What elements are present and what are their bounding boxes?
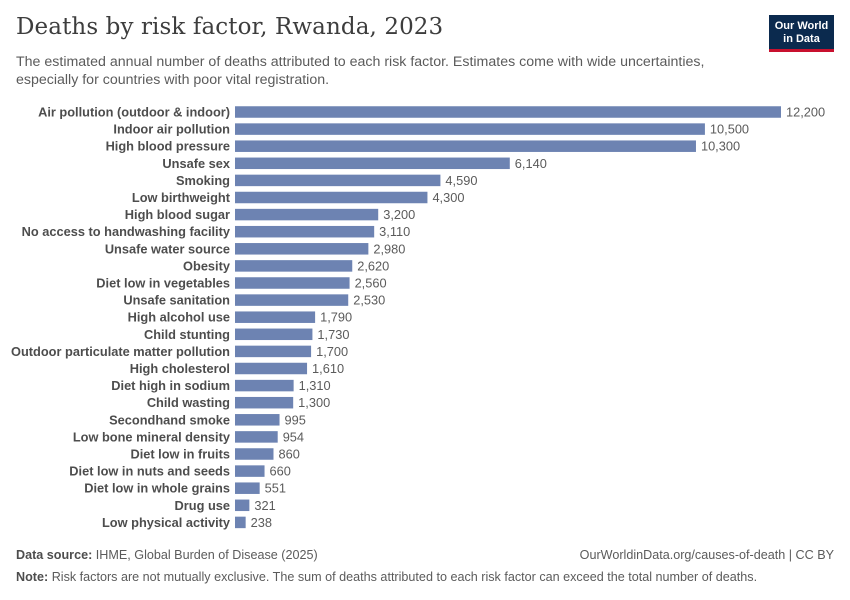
- bar[interactable]: [235, 482, 260, 494]
- value-label: 954: [283, 429, 304, 444]
- value-label: 660: [270, 464, 291, 479]
- logo-line-2: in Data: [783, 32, 820, 45]
- category-label: Low physical activity: [102, 515, 231, 530]
- value-label: 12,200: [786, 105, 825, 120]
- value-label: 1,310: [299, 378, 331, 393]
- bar[interactable]: [235, 243, 369, 255]
- bar[interactable]: [235, 277, 350, 289]
- category-label: Drug use: [175, 498, 230, 513]
- category-label: Air pollution (outdoor & indoor): [38, 105, 230, 120]
- bar[interactable]: [235, 431, 278, 443]
- value-label: 2,980: [373, 241, 405, 256]
- category-label: Low bone mineral density: [73, 429, 231, 444]
- owid-logo[interactable]: Our World in Data: [769, 15, 834, 52]
- category-label: High blood sugar: [125, 207, 230, 222]
- bar[interactable]: [235, 414, 280, 426]
- bar[interactable]: [235, 208, 379, 221]
- value-label: 3,110: [379, 224, 410, 239]
- bar[interactable]: [235, 396, 294, 409]
- chart-subtitle: The estimated annual number of deaths at…: [16, 54, 705, 88]
- bar[interactable]: [235, 465, 265, 477]
- value-label: 238: [251, 515, 272, 530]
- value-label: 551: [265, 481, 286, 496]
- category-label: Diet low in fruits: [130, 447, 230, 462]
- category-label: Unsafe water source: [105, 241, 230, 256]
- value-label: 10,300: [701, 139, 740, 154]
- category-label: Indoor air pollution: [113, 122, 230, 137]
- category-label: Diet low in nuts and seeds: [69, 464, 230, 479]
- value-label: 4,590: [445, 173, 477, 188]
- bar[interactable]: [235, 311, 316, 323]
- bar[interactable]: [235, 191, 428, 204]
- value-label: 995: [285, 412, 306, 427]
- bar[interactable]: [235, 260, 353, 272]
- value-label: 6,140: [515, 156, 547, 171]
- bar[interactable]: [235, 294, 349, 306]
- category-label: Outdoor particulate matter pollution: [11, 344, 230, 359]
- bar[interactable]: [235, 174, 441, 187]
- note-label: Note:: [16, 570, 49, 584]
- category-label: Diet low in whole grains: [84, 481, 230, 496]
- bar[interactable]: [235, 157, 510, 170]
- value-label: 4,300: [432, 190, 464, 205]
- bar[interactable]: [235, 379, 294, 392]
- bar[interactable]: [235, 499, 250, 512]
- source-label: Data source:: [16, 548, 93, 562]
- bar[interactable]: [235, 106, 781, 118]
- note-text: Risk factors are not mutually exclusive.…: [51, 570, 758, 584]
- bar[interactable]: [235, 362, 308, 375]
- bar[interactable]: [235, 225, 375, 238]
- category-label: Diet high in sodium: [111, 378, 230, 393]
- value-label: 2,620: [357, 258, 389, 273]
- value-label: 1,300: [298, 395, 330, 410]
- category-label: Low birthweight: [132, 190, 231, 205]
- value-label: 3,200: [383, 207, 415, 222]
- source-text[interactable]: IHME, Global Burden of Disease (2025): [95, 548, 318, 562]
- category-label: Child stunting: [144, 327, 230, 342]
- category-label: Child wasting: [147, 395, 230, 410]
- category-label: Obesity: [183, 258, 231, 273]
- category-label: High blood pressure: [106, 139, 230, 154]
- source-url[interactable]: OurWorldinData.org/causes-of-death | CC …: [579, 548, 834, 562]
- category-label: Unsafe sanitation: [123, 293, 230, 308]
- category-label: No access to handwashing facility: [22, 224, 231, 239]
- bar[interactable]: [235, 328, 313, 341]
- category-label: Diet low in vegetables: [96, 276, 230, 291]
- bars-group: Air pollution (outdoor & indoor) 12,200 In…: [11, 105, 825, 530]
- chart-title: Deaths by risk factor, Rwanda, 2023: [16, 14, 444, 40]
- value-label: 1,700: [316, 344, 348, 359]
- category-label: Smoking: [176, 173, 230, 188]
- bar[interactable]: [235, 516, 246, 529]
- bar[interactable]: [235, 448, 274, 460]
- bar[interactable]: [235, 345, 312, 358]
- value-label: 860: [278, 447, 299, 462]
- logo-line-1: Our World: [774, 20, 829, 32]
- data-source: Data source: IHME, Global Burden of Dise…: [16, 548, 318, 562]
- category-label: High alcohol use: [128, 310, 230, 325]
- category-label: Secondhand smoke: [109, 412, 230, 427]
- value-label: 1,610: [312, 361, 344, 376]
- category-label: High cholesterol: [130, 361, 230, 376]
- bar[interactable]: [235, 140, 696, 152]
- chart-note: Note: Risk factors are not mutually excl…: [16, 570, 757, 584]
- value-label: 1,790: [320, 310, 352, 325]
- value-label: 10,500: [710, 122, 749, 137]
- value-label: 2,530: [353, 293, 385, 308]
- value-label: 1,730: [317, 327, 349, 342]
- bar[interactable]: [235, 123, 705, 135]
- value-label: 2,560: [355, 276, 387, 291]
- category-label: Unsafe sex: [162, 156, 230, 171]
- value-label: 321: [254, 498, 275, 513]
